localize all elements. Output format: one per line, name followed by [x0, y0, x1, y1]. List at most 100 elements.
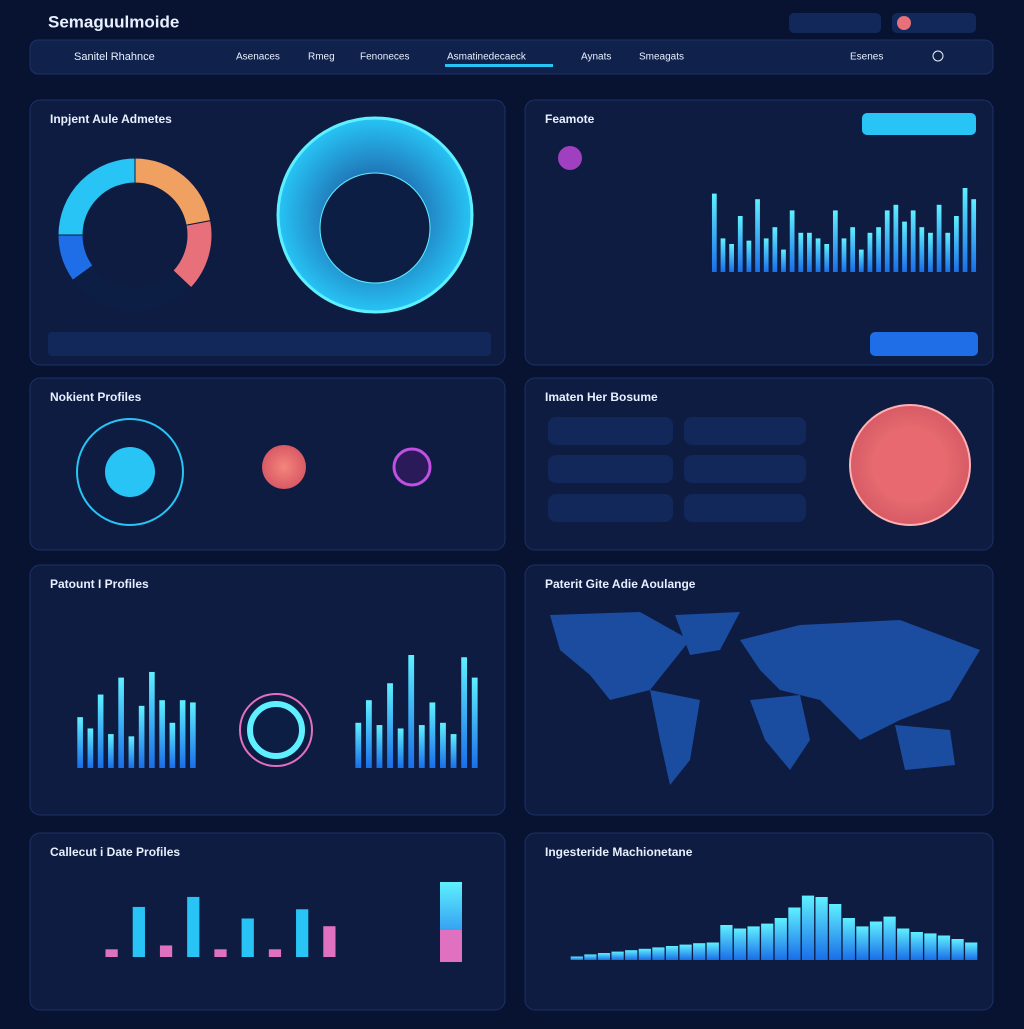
- bar: [355, 722, 362, 768]
- brand: Sanitel Rhahnce: [74, 51, 155, 63]
- list-pills: [548, 417, 806, 522]
- legend-strip: [48, 332, 491, 356]
- bar: [902, 221, 907, 272]
- bar: [387, 683, 393, 768]
- panel: [29, 564, 506, 816]
- bar: [169, 722, 176, 768]
- action-button[interactable]: [870, 332, 978, 356]
- bar: [570, 956, 583, 960]
- bar: [897, 928, 910, 960]
- bar: [296, 909, 309, 957]
- bar: [149, 671, 155, 768]
- panel-title: Feamote: [545, 112, 595, 126]
- bar: [774, 918, 787, 960]
- bar: [869, 921, 883, 960]
- bar: [936, 204, 942, 272]
- bar: [611, 951, 624, 960]
- bar: [971, 199, 977, 272]
- bar: [763, 238, 769, 272]
- bar: [138, 705, 145, 768]
- bar: [815, 897, 828, 960]
- bar: [665, 946, 679, 960]
- bar: [720, 238, 726, 272]
- profile-ring: [76, 418, 184, 526]
- bar: [87, 728, 94, 768]
- bar: [706, 942, 719, 960]
- donut-segment: [57, 157, 136, 236]
- bar: [418, 725, 425, 768]
- bar: [720, 925, 733, 960]
- bar: [241, 918, 254, 957]
- panel-title: Paterit Gite Adie Aoulange: [545, 577, 696, 591]
- bar: [924, 933, 937, 960]
- focus-inner: [872, 427, 948, 503]
- action-button[interactable]: [862, 113, 976, 135]
- bar: [798, 232, 804, 272]
- bar: [733, 928, 747, 960]
- bar: [893, 204, 899, 272]
- bar: [128, 736, 135, 768]
- bar: [850, 227, 856, 272]
- bar: [867, 232, 873, 272]
- bar: [962, 188, 968, 272]
- profile-icon: [392, 447, 432, 487]
- bar: [801, 895, 815, 960]
- bar: [781, 249, 786, 272]
- panel-title: Ingesteride Machionetane: [545, 845, 693, 859]
- search-icon[interactable]: [932, 50, 944, 62]
- bar: [928, 232, 933, 272]
- nav-item: Esenes: [850, 52, 883, 63]
- bar: [77, 717, 83, 768]
- bar: [625, 950, 638, 960]
- bar: [910, 932, 923, 960]
- nav-item: Asenaces: [236, 52, 280, 63]
- bar: [876, 227, 881, 272]
- top-button[interactable]: [892, 13, 976, 33]
- bar: [397, 728, 404, 768]
- bar: [179, 700, 186, 768]
- bar: [772, 227, 778, 272]
- bar: [711, 193, 717, 272]
- panel: [524, 832, 994, 1011]
- world-map: [550, 612, 980, 785]
- bar: [159, 945, 173, 957]
- profile-icon: [105, 447, 155, 497]
- bar: [841, 238, 847, 272]
- bar: [937, 935, 951, 960]
- bar: [951, 939, 964, 960]
- bar: [408, 655, 415, 768]
- nav-item: Rmeg: [308, 52, 335, 63]
- bar: [638, 948, 651, 960]
- bar: [807, 232, 812, 272]
- avatar[interactable]: [897, 16, 911, 30]
- gauge-inner: [319, 172, 431, 284]
- bar: [789, 210, 795, 272]
- bar: [187, 896, 200, 957]
- bar: [461, 657, 468, 768]
- bar: [118, 677, 124, 768]
- bar: [747, 926, 760, 960]
- bar: [214, 949, 227, 957]
- active-indicator: [445, 64, 553, 67]
- bar: [450, 734, 457, 768]
- nav-item: Asmatinedecaeck: [447, 52, 527, 63]
- panel-title: Imaten Her Bosume: [545, 390, 658, 404]
- bar: [693, 943, 706, 960]
- top-button[interactable]: [789, 13, 881, 33]
- bar: [323, 926, 336, 957]
- nav-item: Smeagats: [639, 52, 684, 63]
- panel-title: Nokient Profiles: [50, 390, 142, 404]
- bar: [910, 210, 916, 272]
- bar: [815, 238, 821, 272]
- bar: [159, 700, 165, 768]
- nav-item: Aynats: [581, 52, 611, 63]
- panel: [29, 832, 506, 1011]
- bar: [268, 949, 282, 957]
- bar: [679, 944, 692, 960]
- bar: [755, 199, 760, 272]
- bar: [945, 232, 951, 272]
- vial-fill: [440, 930, 462, 962]
- panel-title: Callecut i Date Profiles: [50, 845, 180, 859]
- bar: [597, 953, 611, 960]
